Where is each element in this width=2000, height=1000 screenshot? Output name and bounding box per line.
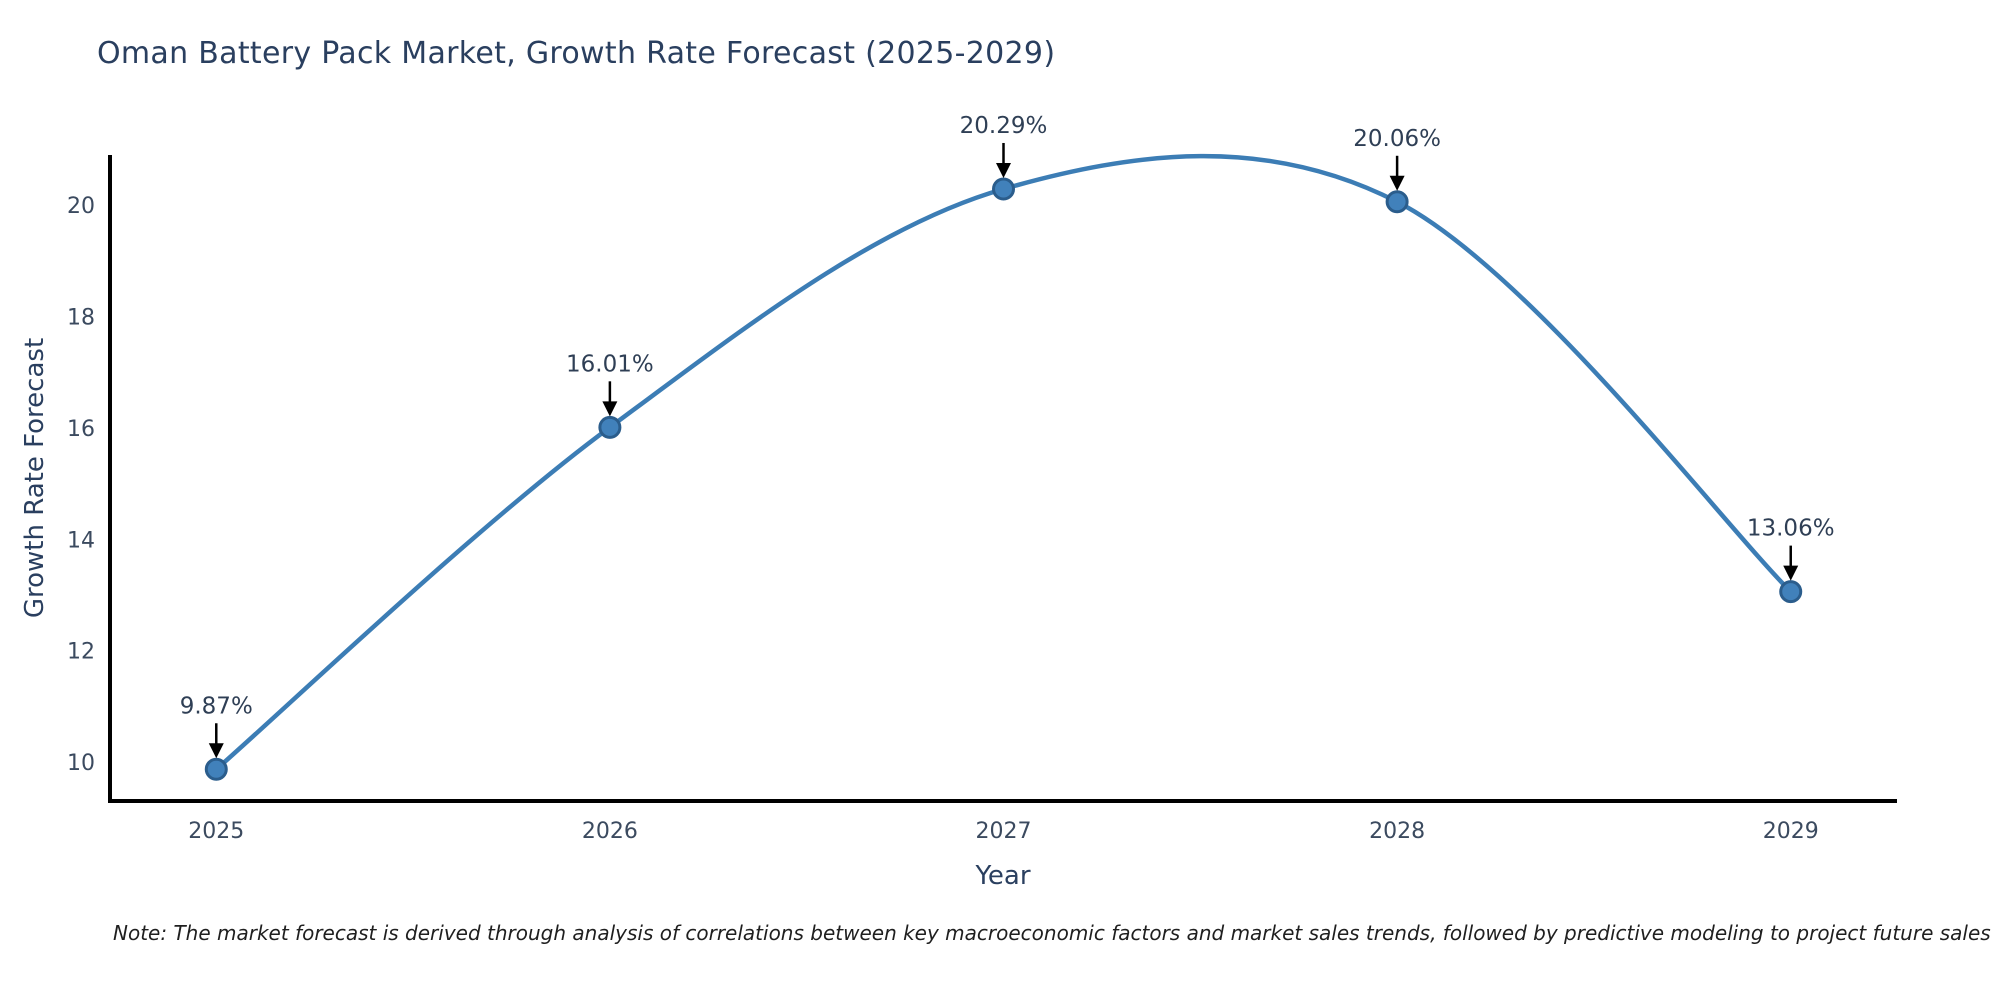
annotation-arrowhead-icon bbox=[1389, 175, 1405, 191]
y-tick-label: 10 bbox=[67, 751, 95, 776]
annotation-label: 13.06% bbox=[1747, 516, 1835, 542]
annotation-arrowhead-icon bbox=[1783, 565, 1799, 581]
data-point-2027 bbox=[992, 177, 1015, 201]
y-tick-label: 12 bbox=[67, 640, 95, 665]
annotation-label: 16.01% bbox=[566, 351, 654, 377]
annotation-label: 20.29% bbox=[960, 113, 1048, 139]
footnote: Note: The market forecast is derived thr… bbox=[113, 921, 1991, 945]
x-tick-label: 2029 bbox=[1763, 819, 1819, 844]
y-tick-label: 18 bbox=[67, 306, 95, 331]
x-tick-label: 2027 bbox=[976, 819, 1032, 844]
y-tick-label: 20 bbox=[67, 194, 95, 219]
annotation-arrowhead-icon bbox=[996, 162, 1011, 178]
data-point-2025 bbox=[204, 757, 228, 781]
data-point-2026 bbox=[598, 415, 622, 439]
annotation-label: 20.06% bbox=[1353, 126, 1441, 152]
annotation-arrowhead-icon bbox=[602, 401, 618, 417]
annotation-arrowhead-icon bbox=[208, 743, 224, 759]
y-axis-title: Growth Rate Forecast bbox=[20, 337, 50, 619]
forecast-line bbox=[214, 153, 1793, 772]
y-tick-label: 16 bbox=[67, 417, 95, 442]
x-tick-label: 2028 bbox=[1369, 819, 1425, 844]
x-tick-label: 2025 bbox=[188, 819, 244, 844]
y-tick-label: 14 bbox=[67, 528, 95, 553]
x-axis-title: Year bbox=[975, 861, 1031, 891]
x-tick-label: 2026 bbox=[582, 819, 638, 844]
data-point-2028 bbox=[1385, 190, 1409, 214]
annotation-label: 9.87% bbox=[180, 693, 253, 719]
chart-title: Oman Battery Pack Market, Growth Rate Fo… bbox=[97, 36, 1056, 71]
data-point-2029 bbox=[1779, 580, 1803, 604]
